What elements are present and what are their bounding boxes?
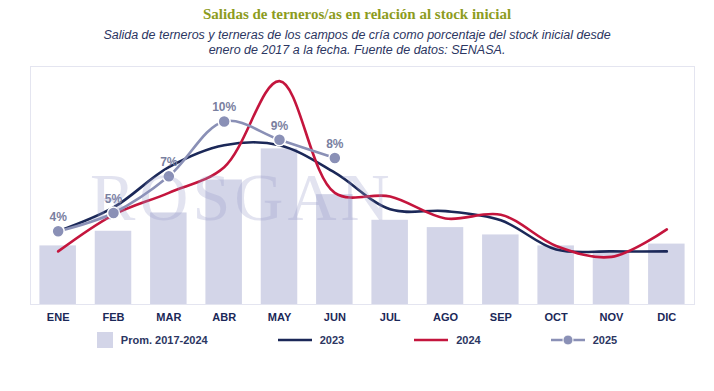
svg-text:OCT: OCT [545, 311, 569, 323]
svg-text:7%: 7% [160, 155, 178, 169]
svg-text:NOV: NOV [600, 311, 625, 323]
svg-text:AGO: AGO [433, 311, 459, 323]
svg-text:JUL: JUL [380, 311, 401, 323]
svg-text:FEB: FEB [103, 311, 125, 323]
svg-text:JUN: JUN [324, 311, 346, 323]
svg-text:ABR: ABR [212, 311, 236, 323]
svg-text:MAR: MAR [156, 311, 181, 323]
svg-text:DIC: DIC [657, 311, 676, 323]
svg-text:5%: 5% [105, 192, 123, 206]
svg-text:MAY: MAY [268, 311, 292, 323]
svg-text:9%: 9% [271, 119, 289, 133]
svg-text:4%: 4% [49, 210, 67, 224]
svg-text:10%: 10% [212, 100, 236, 114]
svg-text:SEP: SEP [490, 311, 512, 323]
svg-text:ENE: ENE [47, 311, 70, 323]
svg-text:8%: 8% [326, 137, 344, 151]
